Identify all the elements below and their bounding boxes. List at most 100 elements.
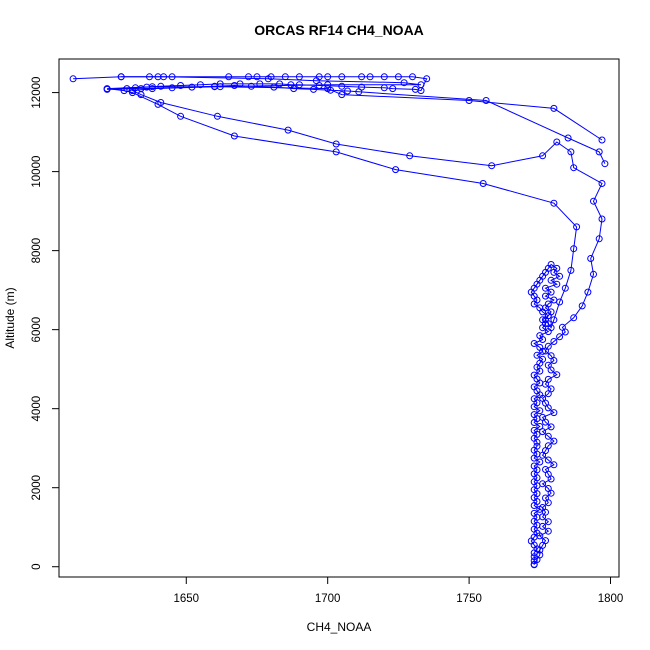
y-tick-label: 8000 xyxy=(31,238,43,264)
data-point xyxy=(544,456,552,464)
data-point xyxy=(253,73,261,81)
data-point xyxy=(544,375,552,383)
data-point xyxy=(547,324,555,332)
data-point xyxy=(423,75,431,83)
data-point xyxy=(530,340,538,347)
data-point xyxy=(256,80,264,88)
data-point xyxy=(394,73,402,81)
data-point xyxy=(564,134,572,142)
data-point xyxy=(544,442,552,450)
data-point xyxy=(598,136,606,144)
data-point xyxy=(196,81,204,89)
data-point xyxy=(567,148,575,156)
data-point xyxy=(146,73,153,81)
data-point xyxy=(230,82,238,89)
data-point xyxy=(542,494,549,502)
data-point xyxy=(247,82,255,90)
data-point xyxy=(553,264,561,272)
data-point xyxy=(530,395,538,403)
data-point xyxy=(530,371,538,379)
data-point xyxy=(544,342,552,350)
data-point xyxy=(539,522,547,530)
x-tick-label: 1800 xyxy=(598,593,624,605)
data-point xyxy=(539,308,547,316)
data-point xyxy=(536,458,544,466)
data-point xyxy=(284,126,292,134)
data-point xyxy=(544,527,552,535)
data-point xyxy=(103,85,111,93)
y-tick-label: 2000 xyxy=(31,475,43,501)
data-point xyxy=(539,413,547,421)
data-point xyxy=(553,138,561,146)
data-point xyxy=(547,288,555,296)
data-point xyxy=(188,83,196,91)
data-point xyxy=(544,518,552,526)
x-tick-label: 1650 xyxy=(173,593,199,605)
data-point xyxy=(355,88,363,96)
x-axis-label: CH4_NOAA xyxy=(307,620,372,634)
y-axis: 0 2000 4000 6000 8000 10000 12000 xyxy=(31,77,59,570)
data-point xyxy=(590,197,597,205)
data-point xyxy=(539,152,547,160)
data-point xyxy=(338,82,346,90)
data-point xyxy=(324,81,332,89)
data-point xyxy=(230,132,238,140)
data-point xyxy=(570,164,578,172)
data-point xyxy=(177,112,185,120)
data-point xyxy=(270,83,278,91)
y-tick-label: 12000 xyxy=(31,77,43,109)
data-point xyxy=(550,409,558,417)
data-point xyxy=(225,73,233,81)
data-point xyxy=(530,509,538,517)
data-point xyxy=(550,104,558,112)
data-point xyxy=(479,180,487,187)
data-point xyxy=(389,85,397,93)
data-point xyxy=(482,97,490,104)
data-point xyxy=(544,432,552,440)
data-point xyxy=(324,73,332,81)
data-point xyxy=(547,385,555,393)
data-point xyxy=(245,73,252,81)
data-point xyxy=(154,73,162,81)
data-point xyxy=(556,298,564,306)
data-point xyxy=(539,394,547,402)
y-tick-label: 0 xyxy=(31,564,43,570)
data-point xyxy=(542,292,549,300)
y-axis-label: Altitude (m) xyxy=(3,287,17,348)
data-point xyxy=(595,235,603,243)
data-point xyxy=(406,152,414,160)
data-point xyxy=(556,333,564,341)
data-point xyxy=(465,97,473,104)
data-point xyxy=(488,162,496,170)
plot-frame xyxy=(58,58,620,578)
data-point xyxy=(295,81,303,89)
series-line-2 xyxy=(73,76,606,164)
data-point xyxy=(366,73,374,81)
data-point xyxy=(595,148,603,156)
data-point xyxy=(168,73,176,81)
data-point xyxy=(539,504,547,511)
data-point xyxy=(276,80,284,88)
data-point xyxy=(550,199,558,207)
data-point xyxy=(544,485,552,492)
data-point xyxy=(570,314,578,322)
data-point xyxy=(117,73,125,81)
data-point xyxy=(542,466,549,473)
data-point xyxy=(281,73,289,81)
data-point xyxy=(411,85,419,93)
data-point xyxy=(409,73,416,81)
data-point xyxy=(550,461,558,469)
data-point xyxy=(400,79,408,87)
y-tick-label: 10000 xyxy=(31,156,43,188)
data-point xyxy=(530,411,538,419)
data-point xyxy=(542,537,549,545)
data-point xyxy=(539,316,547,324)
data-point xyxy=(570,245,578,253)
data-point xyxy=(547,352,555,360)
data-point xyxy=(547,423,555,431)
data-point xyxy=(539,428,547,436)
data-point xyxy=(157,82,165,90)
data-point xyxy=(338,91,346,99)
data-point xyxy=(587,255,595,262)
